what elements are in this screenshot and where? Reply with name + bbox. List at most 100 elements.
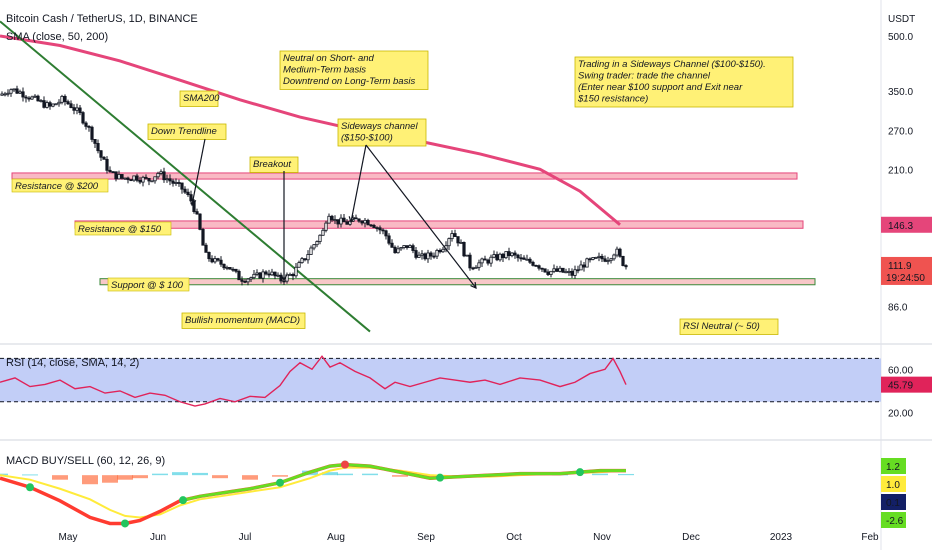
- candle-body: [312, 244, 316, 249]
- macd-title: MACD BUY/SELL (60, 12, 26, 9): [6, 455, 165, 467]
- candle: [204, 242, 208, 253]
- macd-buy-marker: [26, 483, 34, 492]
- candle: [312, 243, 316, 251]
- candle-body: [507, 251, 511, 257]
- candle-body: [399, 247, 403, 250]
- annotation-box[interactable]: Bullish momentum (MACD): [181, 312, 306, 329]
- candle-body: [591, 257, 595, 260]
- annotation-bg: [179, 90, 219, 107]
- candle-body: [216, 258, 220, 261]
- candle-body: [27, 97, 31, 100]
- candle: [171, 178, 175, 187]
- macd-badge: [881, 512, 906, 528]
- candle-body: [210, 258, 214, 263]
- candle-body: [612, 254, 616, 260]
- time-tick-label: Jul: [239, 532, 252, 543]
- candle-body: [570, 270, 574, 276]
- candle: [108, 166, 112, 173]
- candle: [291, 272, 295, 281]
- candle: [102, 156, 106, 160]
- candle: [153, 176, 157, 184]
- candle: [249, 276, 253, 282]
- candle: [105, 156, 109, 174]
- level-label-bg: [11, 178, 109, 193]
- candle-body: [348, 220, 352, 225]
- candle: [15, 85, 19, 94]
- candle-body: [339, 217, 343, 225]
- candle-body: [453, 233, 457, 237]
- candle: [306, 250, 310, 264]
- candle: [126, 176, 130, 184]
- candle-body: [426, 252, 430, 260]
- macd-hist-bar: [592, 473, 608, 476]
- candle: [621, 255, 625, 267]
- annotation-box[interactable]: Trading in a Sideways Channel ($100-$150…: [574, 56, 794, 108]
- candle: [6, 89, 10, 97]
- candle-body: [600, 255, 604, 260]
- candle-body: [201, 228, 205, 246]
- candle-body: [228, 267, 232, 270]
- candle-body: [117, 174, 121, 180]
- candle-body: [495, 254, 499, 261]
- candle-body: [234, 268, 238, 272]
- candle: [468, 252, 472, 271]
- price-tick-label: 270.0: [888, 127, 913, 138]
- candle: [120, 174, 124, 180]
- candle: [363, 217, 367, 228]
- candle-body: [288, 274, 292, 276]
- candle-body: [171, 180, 175, 184]
- annotation-text: Breakout: [253, 159, 291, 170]
- candle: [519, 253, 523, 262]
- candle-body: [249, 277, 253, 280]
- candle: [225, 265, 229, 271]
- level-label: Resistance @ $200: [15, 181, 99, 192]
- macd-hist-bar: [152, 473, 168, 476]
- candle-body: [129, 179, 133, 182]
- candle-body: [378, 227, 382, 231]
- macd-hist-bar: [52, 475, 68, 480]
- candle-body: [480, 258, 484, 264]
- time-tick-label: Dec: [682, 532, 700, 543]
- candle: [570, 268, 574, 279]
- candle: [342, 213, 346, 223]
- annotation-bg: [181, 312, 306, 329]
- candle: [423, 252, 427, 261]
- candle-body: [465, 254, 469, 257]
- candle: [321, 228, 325, 236]
- candle-body: [114, 171, 118, 180]
- candle: [561, 267, 565, 273]
- annotation-box[interactable]: Sideways channel($150-$100): [337, 118, 427, 147]
- candle: [435, 248, 439, 260]
- candle-body: [63, 95, 67, 103]
- candle-body: [438, 249, 442, 253]
- annotation-box[interactable]: RSI Neutral (~ 50): [679, 318, 779, 335]
- candle-body: [432, 255, 436, 258]
- candle: [372, 223, 376, 229]
- candle: [441, 246, 445, 253]
- candle-body: [402, 245, 406, 248]
- down-trendline: [0, 20, 371, 333]
- candle: [576, 265, 580, 274]
- macd-hist-bar: [322, 472, 338, 476]
- candle: [300, 257, 304, 264]
- level-label: Support @ $ 100: [111, 280, 184, 291]
- candle: [438, 248, 442, 254]
- candle: [39, 98, 43, 103]
- annotation-box[interactable]: SMA200: [179, 90, 220, 107]
- candle: [492, 250, 496, 259]
- candle-body: [99, 150, 103, 158]
- candle: [333, 215, 337, 224]
- annotation-box[interactable]: Down Trendline: [147, 123, 227, 140]
- candle-body: [246, 278, 250, 283]
- candle-body: [588, 258, 592, 261]
- macd-buy-marker: [179, 496, 187, 505]
- time-tick-label: Aug: [327, 532, 345, 543]
- annotation-box[interactable]: Breakout: [249, 156, 299, 173]
- macd-badge-label: 0.1: [886, 498, 900, 509]
- candle-body: [39, 100, 43, 103]
- candle-body: [471, 267, 475, 270]
- candle: [567, 268, 571, 276]
- price-badge: [881, 216, 932, 233]
